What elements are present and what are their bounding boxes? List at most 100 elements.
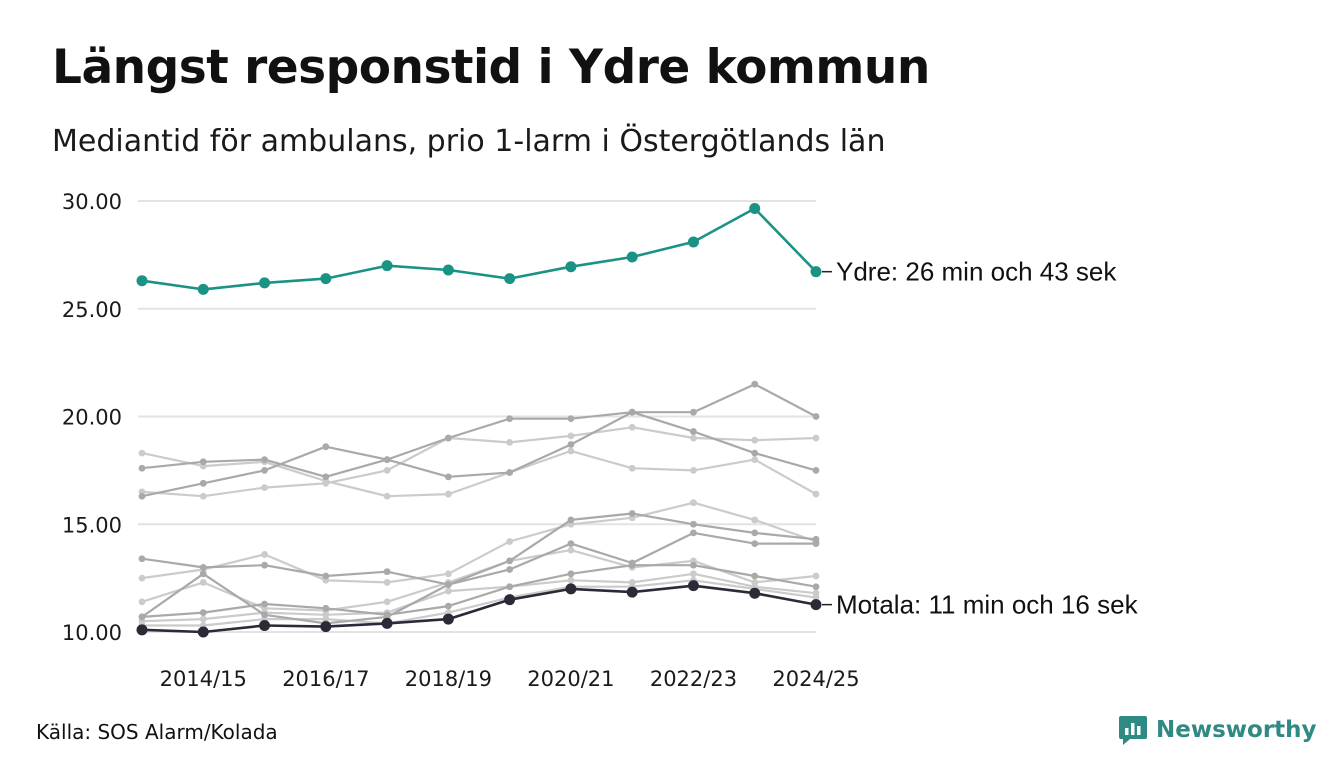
y-tick-label: 20.00	[62, 406, 122, 430]
data-point	[261, 551, 268, 558]
data-point	[567, 441, 575, 448]
data-point	[138, 449, 146, 457]
series-kommun-d	[138, 380, 820, 500]
data-point	[690, 529, 697, 537]
data-point	[199, 579, 207, 586]
data-point	[383, 466, 391, 474]
data-point	[442, 264, 454, 276]
x-tick-label: 2018/19	[405, 667, 492, 691]
data-point	[261, 561, 268, 569]
y-tick-label: 10.00	[62, 621, 122, 645]
series-line	[141, 449, 817, 498]
data-point	[690, 434, 697, 442]
series-kommun-b	[138, 408, 820, 481]
data-point	[751, 449, 759, 457]
data-point	[690, 499, 697, 507]
data-point	[197, 626, 209, 638]
series-line	[142, 579, 817, 627]
series-lines	[136, 203, 822, 638]
data-point	[261, 456, 268, 463]
data-point	[567, 516, 575, 524]
data-point	[751, 380, 759, 388]
data-point	[383, 568, 391, 576]
x-axis-ticks: 2014/15 2016/17 2018/19 2020/21 2022/23 2024/…	[160, 667, 860, 691]
y-tick-label: 15.00	[62, 513, 122, 537]
series-line	[141, 572, 817, 623]
data-point	[442, 613, 454, 625]
data-point	[565, 583, 577, 595]
data-point	[749, 587, 761, 599]
data-point	[628, 423, 636, 431]
data-point	[444, 581, 452, 588]
series-line	[141, 383, 817, 498]
data-point	[381, 617, 393, 629]
data-point	[322, 479, 330, 487]
series-line	[141, 512, 817, 586]
series-kommun-c	[138, 423, 820, 500]
data-point	[690, 466, 697, 474]
data-point	[628, 510, 636, 517]
data-point	[381, 260, 393, 272]
data-point	[567, 447, 575, 455]
data-point	[322, 604, 330, 612]
series-line	[141, 411, 817, 478]
series-line	[141, 584, 817, 634]
data-point	[259, 620, 271, 632]
data-point	[812, 594, 820, 601]
data-point	[199, 609, 207, 617]
data-point	[506, 557, 514, 565]
data-point	[506, 583, 514, 591]
chart-subtitle: Mediantid för ambulans, prio 1-larm i Ös…	[52, 124, 886, 159]
data-point	[383, 598, 391, 606]
data-point	[812, 572, 820, 580]
data-point	[444, 473, 452, 481]
data-point	[810, 599, 822, 611]
data-point	[199, 615, 207, 623]
x-tick-label: 2016/17	[282, 667, 369, 691]
data-point	[261, 611, 268, 619]
data-point	[812, 434, 820, 442]
series-kommun-g	[138, 529, 820, 627]
annotations: Ydre: 26 min och 43 sek Motala: 11 min oc…	[822, 257, 1139, 620]
data-point	[749, 203, 761, 215]
data-point	[138, 492, 146, 500]
data-point	[261, 484, 268, 492]
newsworthy-logo: Newsworthy	[1118, 714, 1317, 746]
data-point	[444, 587, 452, 595]
data-point	[810, 266, 822, 278]
x-tick-label: 2014/15	[160, 667, 247, 691]
data-point	[506, 415, 514, 423]
data-point	[626, 586, 638, 598]
newsworthy-logo-icon	[1119, 716, 1147, 745]
data-point	[506, 538, 514, 545]
series-line	[141, 207, 817, 291]
data-point	[567, 432, 575, 440]
data-point	[687, 236, 699, 248]
data-point	[687, 580, 699, 592]
x-tick-label: 2024/25	[772, 667, 859, 691]
data-point	[138, 464, 146, 472]
series-line	[141, 426, 817, 498]
data-point	[812, 413, 820, 420]
series-kommun-f	[138, 510, 820, 588]
y-tick-label: 25.00	[62, 298, 122, 322]
data-point	[199, 479, 207, 487]
data-point	[504, 594, 516, 606]
data-point	[690, 520, 697, 528]
logo-text: Newsworthy	[1156, 717, 1317, 743]
series-line	[141, 501, 817, 584]
data-point	[690, 570, 697, 578]
series-motala	[136, 580, 822, 638]
data-point	[322, 473, 330, 481]
series-ydre	[136, 203, 822, 295]
series-kommun-k	[138, 576, 820, 629]
data-point	[259, 277, 271, 289]
series-line	[141, 564, 817, 618]
grid-lines	[138, 200, 816, 633]
data-point	[383, 456, 391, 463]
series-kommun-i	[138, 561, 820, 621]
data-point	[506, 566, 514, 573]
data-point	[690, 408, 697, 416]
data-point	[565, 261, 577, 273]
